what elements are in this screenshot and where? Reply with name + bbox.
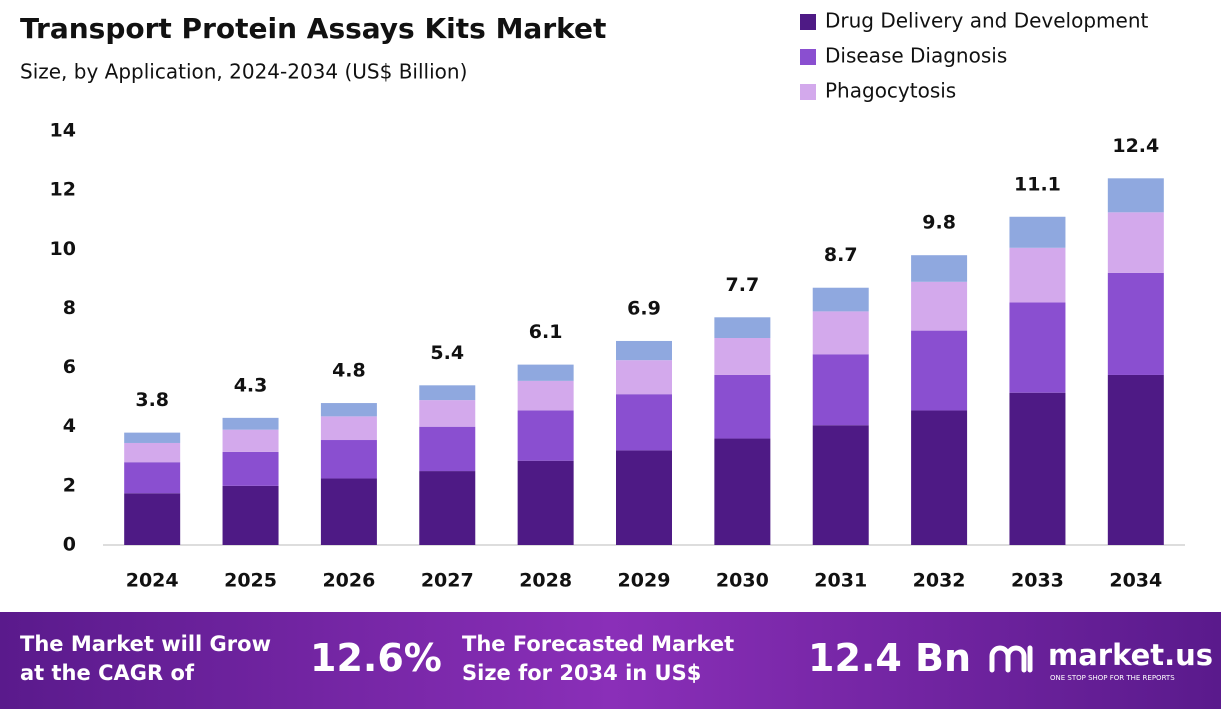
bar-segment <box>419 385 476 401</box>
legend-label: Disease Diagnosis <box>825 44 1007 68</box>
legend-label: Drug Delivery and Development <box>825 9 1149 33</box>
y-tick-label: 6 <box>63 356 76 378</box>
bar-segment <box>812 287 869 312</box>
y-tick-label: 2 <box>63 474 76 496</box>
bar-segment <box>320 440 377 479</box>
chart-title: Transport Protein Assays Kits Market <box>20 12 606 45</box>
bar-segment <box>1009 302 1066 393</box>
bar-segment <box>419 471 476 545</box>
bar-segment <box>419 426 476 472</box>
bar-segment <box>1009 392 1066 545</box>
total-label: 4.3 <box>234 374 268 396</box>
bar-segment <box>812 311 869 355</box>
bar-segment <box>222 429 279 452</box>
total-label: 3.8 <box>135 389 169 411</box>
y-tick-label: 12 <box>50 179 76 201</box>
brand: market.us <box>1048 638 1214 672</box>
y-tick-label: 4 <box>63 415 76 437</box>
chart-subtitle: Size, by Application, 2024-2034 (US$ Bil… <box>20 60 467 84</box>
bar-segment <box>124 432 181 443</box>
bar-segment <box>222 417 279 430</box>
legend-swatch <box>800 84 816 100</box>
bar-segment <box>714 374 771 439</box>
legend-label: Phagocytosis <box>825 79 956 103</box>
x-tick-label: 2033 <box>1011 570 1064 592</box>
bar-segment <box>320 416 377 441</box>
x-tick-label: 2031 <box>814 570 867 592</box>
total-label: 9.8 <box>922 212 956 234</box>
bar-segment <box>616 450 672 545</box>
y-tick-label: 14 <box>50 120 76 142</box>
bar-segment <box>911 410 968 545</box>
y-tick-label: 0 <box>63 534 76 556</box>
bar-segment <box>1107 212 1164 273</box>
forecast-value: 12.4 Bn <box>808 636 972 680</box>
chart: Transport Protein Assays Kits Market Siz… <box>20 9 1185 592</box>
total-label: 11.1 <box>1014 173 1061 195</box>
x-tick-label: 2034 <box>1109 570 1162 592</box>
x-tick-label: 2030 <box>716 570 769 592</box>
bar-segment <box>714 338 771 375</box>
bar-segment <box>1107 272 1164 375</box>
total-label: 4.8 <box>332 360 366 382</box>
bar-segment <box>911 330 968 411</box>
bar-segment <box>222 451 279 486</box>
bar-segment <box>320 478 377 545</box>
bar-segment <box>616 340 672 361</box>
footer: The Market will Grow at the CAGR of 12.6… <box>0 612 1221 709</box>
bar-segment <box>616 360 672 395</box>
cagr-text: The Market will Grow at the CAGR of <box>20 632 271 685</box>
x-tick-label: 2024 <box>126 570 179 592</box>
bar-segment <box>616 394 672 451</box>
bar-segment <box>124 462 181 494</box>
x-tick-label: 2029 <box>618 570 671 592</box>
bar-segment <box>1107 178 1164 213</box>
bar-segment <box>517 410 574 461</box>
bar-segment <box>320 403 377 417</box>
bar-segment <box>419 400 476 427</box>
total-label: 8.7 <box>824 244 858 266</box>
bar-segment <box>714 438 771 545</box>
legend-swatch <box>800 49 816 65</box>
cagr-value: 12.6% <box>310 636 442 680</box>
total-label: 6.1 <box>529 321 563 343</box>
logo-icon <box>989 645 1033 673</box>
bar-segment <box>1009 247 1066 303</box>
total-label: 6.9 <box>627 297 661 319</box>
bar-segment <box>124 493 181 545</box>
total-label: 5.4 <box>430 342 464 364</box>
tagline: ONE STOP SHOP FOR THE REPORTS <box>1050 674 1175 682</box>
bar-segment <box>812 425 869 545</box>
bar-segment <box>1107 374 1164 545</box>
total-label: 7.7 <box>726 274 760 296</box>
bar-segment <box>124 442 181 463</box>
bar-segment <box>517 364 574 381</box>
x-tick-label: 2026 <box>322 570 375 592</box>
bar-segment <box>517 380 574 411</box>
bar-segment <box>222 485 279 545</box>
bar-segment <box>911 255 968 282</box>
x-tick-label: 2028 <box>519 570 572 592</box>
bar-segment <box>812 354 869 426</box>
y-tick-label: 8 <box>63 297 76 319</box>
x-tick-label: 2027 <box>421 570 474 592</box>
x-tick-label: 2032 <box>913 570 966 592</box>
bar-segment <box>517 460 574 545</box>
y-tick-label: 10 <box>50 238 76 260</box>
bar-segment <box>911 281 968 331</box>
x-tick-label: 2025 <box>224 570 277 592</box>
bar-segment <box>1009 216 1066 248</box>
legend-swatch <box>800 14 816 30</box>
forecast-text: The Forecasted Market Size for 2034 in U… <box>462 632 735 685</box>
total-label: 12.4 <box>1112 135 1159 157</box>
bar-segment <box>714 317 771 338</box>
